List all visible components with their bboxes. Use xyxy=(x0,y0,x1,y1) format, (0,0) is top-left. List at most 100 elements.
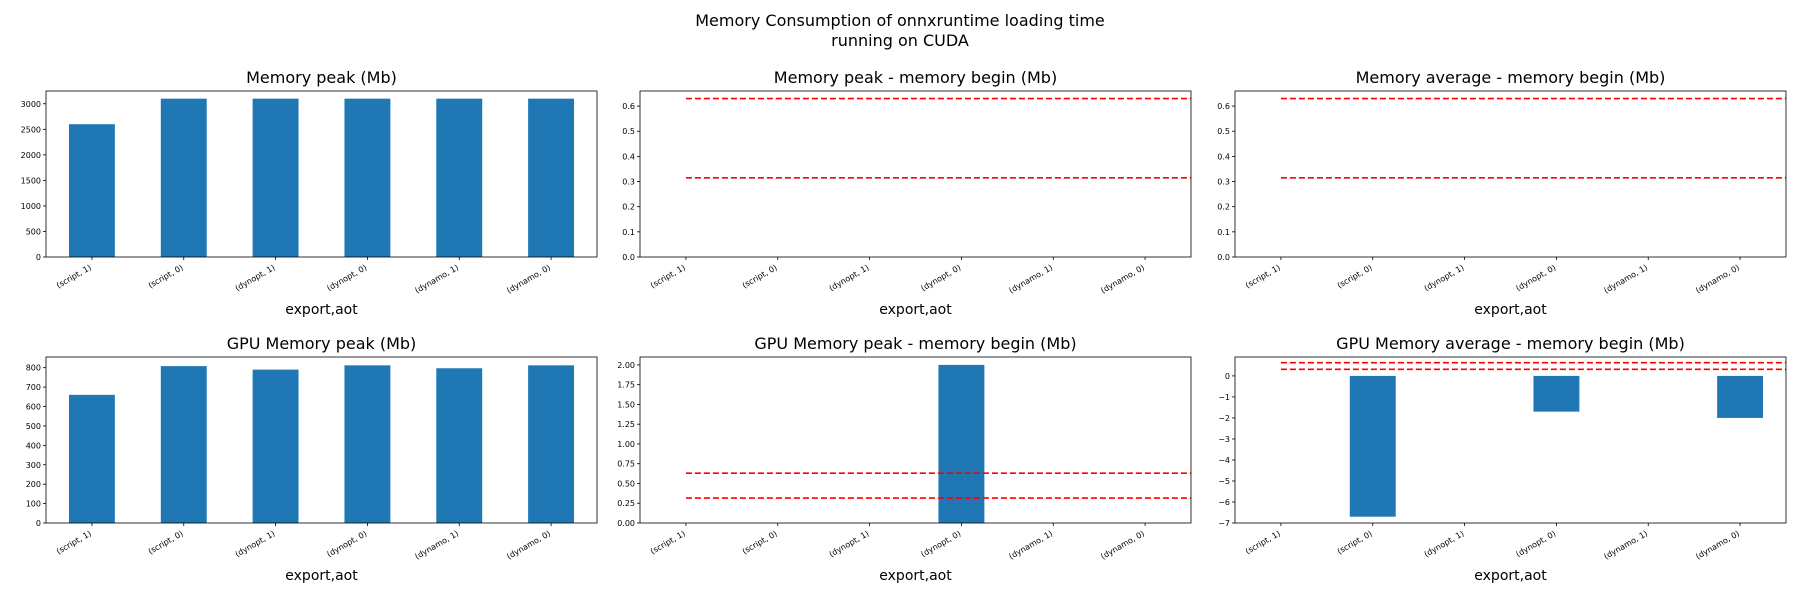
plot-frame xyxy=(45,356,598,524)
y-tick-label: 0.6 xyxy=(1217,102,1230,111)
bar xyxy=(68,394,115,523)
y-tick-label: −3 xyxy=(1218,435,1230,444)
y-tick-label: −5 xyxy=(1218,477,1230,486)
y-tick-label: 0 xyxy=(36,519,41,528)
y-tick-label: 0.5 xyxy=(622,127,635,136)
y-tick-label: 0.0 xyxy=(1217,253,1230,262)
x-tick-label: (dynamo, 0) xyxy=(1099,263,1146,295)
bar xyxy=(344,365,391,523)
x-tick-label: (dynopt, 1) xyxy=(1423,529,1466,559)
x-tick-label: (dynopt, 0) xyxy=(1514,263,1557,293)
y-tick-label: 300 xyxy=(26,461,41,470)
y-tick-label: 0.6 xyxy=(622,102,635,111)
y-tick-label: −6 xyxy=(1218,498,1230,507)
subplot-5: GPU Memory peak - memory begin (Mb) 0.00 0… xyxy=(617,334,1192,584)
y-tick-label: 1.50 xyxy=(617,400,635,409)
y-tick-label: 0.1 xyxy=(622,228,635,237)
y-tick-label: 0.1 xyxy=(1217,228,1230,237)
x-tick-label: (dynopt, 1) xyxy=(828,529,871,559)
bar xyxy=(344,98,391,258)
bar xyxy=(436,368,483,523)
y-tick-label: 2500 xyxy=(21,125,41,134)
y-tick-label: 1000 xyxy=(21,202,41,211)
x-tick-label: (dynamo, 1) xyxy=(1602,263,1649,295)
y-tick-label: 700 xyxy=(26,383,41,392)
y-tick-label: 500 xyxy=(26,422,41,431)
x-axis-label: export,aot xyxy=(879,302,952,318)
x-tick-label: (script, 0) xyxy=(741,263,779,290)
bar xyxy=(1349,375,1396,517)
y-tick-label: 0.2 xyxy=(622,203,635,212)
y-tick-label: 0.25 xyxy=(617,499,635,508)
plot-frame xyxy=(45,90,598,258)
bar xyxy=(160,366,207,523)
y-tick-label: −2 xyxy=(1218,414,1230,423)
plot-frame xyxy=(639,90,1192,258)
y-tick-label: −4 xyxy=(1218,456,1230,465)
y-tick-label: 800 xyxy=(26,364,41,373)
subplot-1: Memory peak (Mb) 0 500 1000 1500 2000 2500 3000… xyxy=(21,68,598,318)
y-tick-label: 500 xyxy=(26,227,41,236)
x-tick-label: (dynamo, 1) xyxy=(1007,529,1054,561)
x-tick-label: (dynopt, 0) xyxy=(325,529,368,559)
x-tick-label: (script, 1) xyxy=(55,529,93,556)
bar xyxy=(1717,375,1764,418)
y-tick-label: 0.3 xyxy=(622,178,635,187)
subplot-grid: Memory peak (Mb)050010001500200025003000… xyxy=(21,68,1787,584)
x-axis-label: export,aot xyxy=(285,302,358,318)
y-tick-label: 400 xyxy=(26,441,41,450)
x-axis-label: export,aot xyxy=(285,568,358,584)
y-tick-label: 0.3 xyxy=(1217,178,1230,187)
y-tick-label: 0.0 xyxy=(622,253,635,262)
x-tick-label: (dynamo, 0) xyxy=(1694,529,1741,561)
x-tick-label: (script, 0) xyxy=(147,263,185,290)
bar xyxy=(160,98,207,258)
bar xyxy=(252,98,299,258)
subplot-3: Memory average - memory begin (Mb) 0.0 0.1… xyxy=(1217,68,1787,318)
y-tick-label: 0.75 xyxy=(617,460,635,469)
subplot-title: GPU Memory peak (Mb) xyxy=(227,334,417,353)
y-tick-label: 0.00 xyxy=(617,519,635,528)
subplot-title: GPU Memory average - memory begin (Mb) xyxy=(1336,334,1685,353)
x-tick-label: (dynopt, 0) xyxy=(325,263,368,293)
x-tick-label: (script, 0) xyxy=(1336,263,1374,290)
figure-title-line1: Memory Consumption of onnxruntime loadin… xyxy=(695,11,1105,30)
y-tick-label: 3000 xyxy=(21,100,41,109)
x-tick-label: (dynopt, 1) xyxy=(1423,263,1466,293)
x-tick-label: (dynamo, 1) xyxy=(1007,263,1054,295)
x-tick-label: (dynamo, 0) xyxy=(505,263,552,295)
bar xyxy=(436,98,483,258)
subplot-2: Memory peak - memory begin (Mb) 0.0 0.1 0.2… xyxy=(622,68,1192,318)
x-tick-label: (script, 1) xyxy=(649,529,687,556)
x-tick-label: (script, 1) xyxy=(1244,529,1282,556)
subplot-title: Memory peak (Mb) xyxy=(246,68,397,87)
x-tick-label: (script, 1) xyxy=(55,263,93,290)
x-tick-label: (dynamo, 0) xyxy=(505,529,552,561)
x-tick-label: (dynamo, 0) xyxy=(1694,263,1741,295)
x-tick-label: (dynamo, 1) xyxy=(1602,529,1649,561)
y-tick-label: 0.5 xyxy=(1217,127,1230,136)
y-tick-label: 100 xyxy=(26,500,41,509)
bar xyxy=(252,369,299,523)
y-tick-label: 200 xyxy=(26,480,41,489)
y-tick-label: 600 xyxy=(26,403,41,412)
y-tick-label: −1 xyxy=(1218,393,1230,402)
bar xyxy=(68,124,115,257)
bar xyxy=(1533,375,1580,412)
x-tick-label: (script, 0) xyxy=(147,529,185,556)
y-tick-label: 2000 xyxy=(21,151,41,160)
y-tick-label: 0.2 xyxy=(1217,203,1230,212)
plot-frame xyxy=(1234,356,1787,524)
y-tick-label: 0 xyxy=(36,253,41,262)
y-tick-label: 1.00 xyxy=(617,440,635,449)
plot-frame xyxy=(1234,90,1787,258)
subplot-title: Memory peak - memory begin (Mb) xyxy=(774,68,1057,87)
x-tick-label: (script, 1) xyxy=(649,263,687,290)
y-tick-label: 1.75 xyxy=(617,381,635,390)
x-tick-label: (dynamo, 1) xyxy=(413,263,460,295)
figure-title-line2: running on CUDA xyxy=(831,31,969,50)
y-tick-label: 0 xyxy=(1225,372,1230,381)
x-tick-label: (script, 1) xyxy=(1244,263,1282,290)
x-tick-label: (dynamo, 1) xyxy=(413,529,460,561)
